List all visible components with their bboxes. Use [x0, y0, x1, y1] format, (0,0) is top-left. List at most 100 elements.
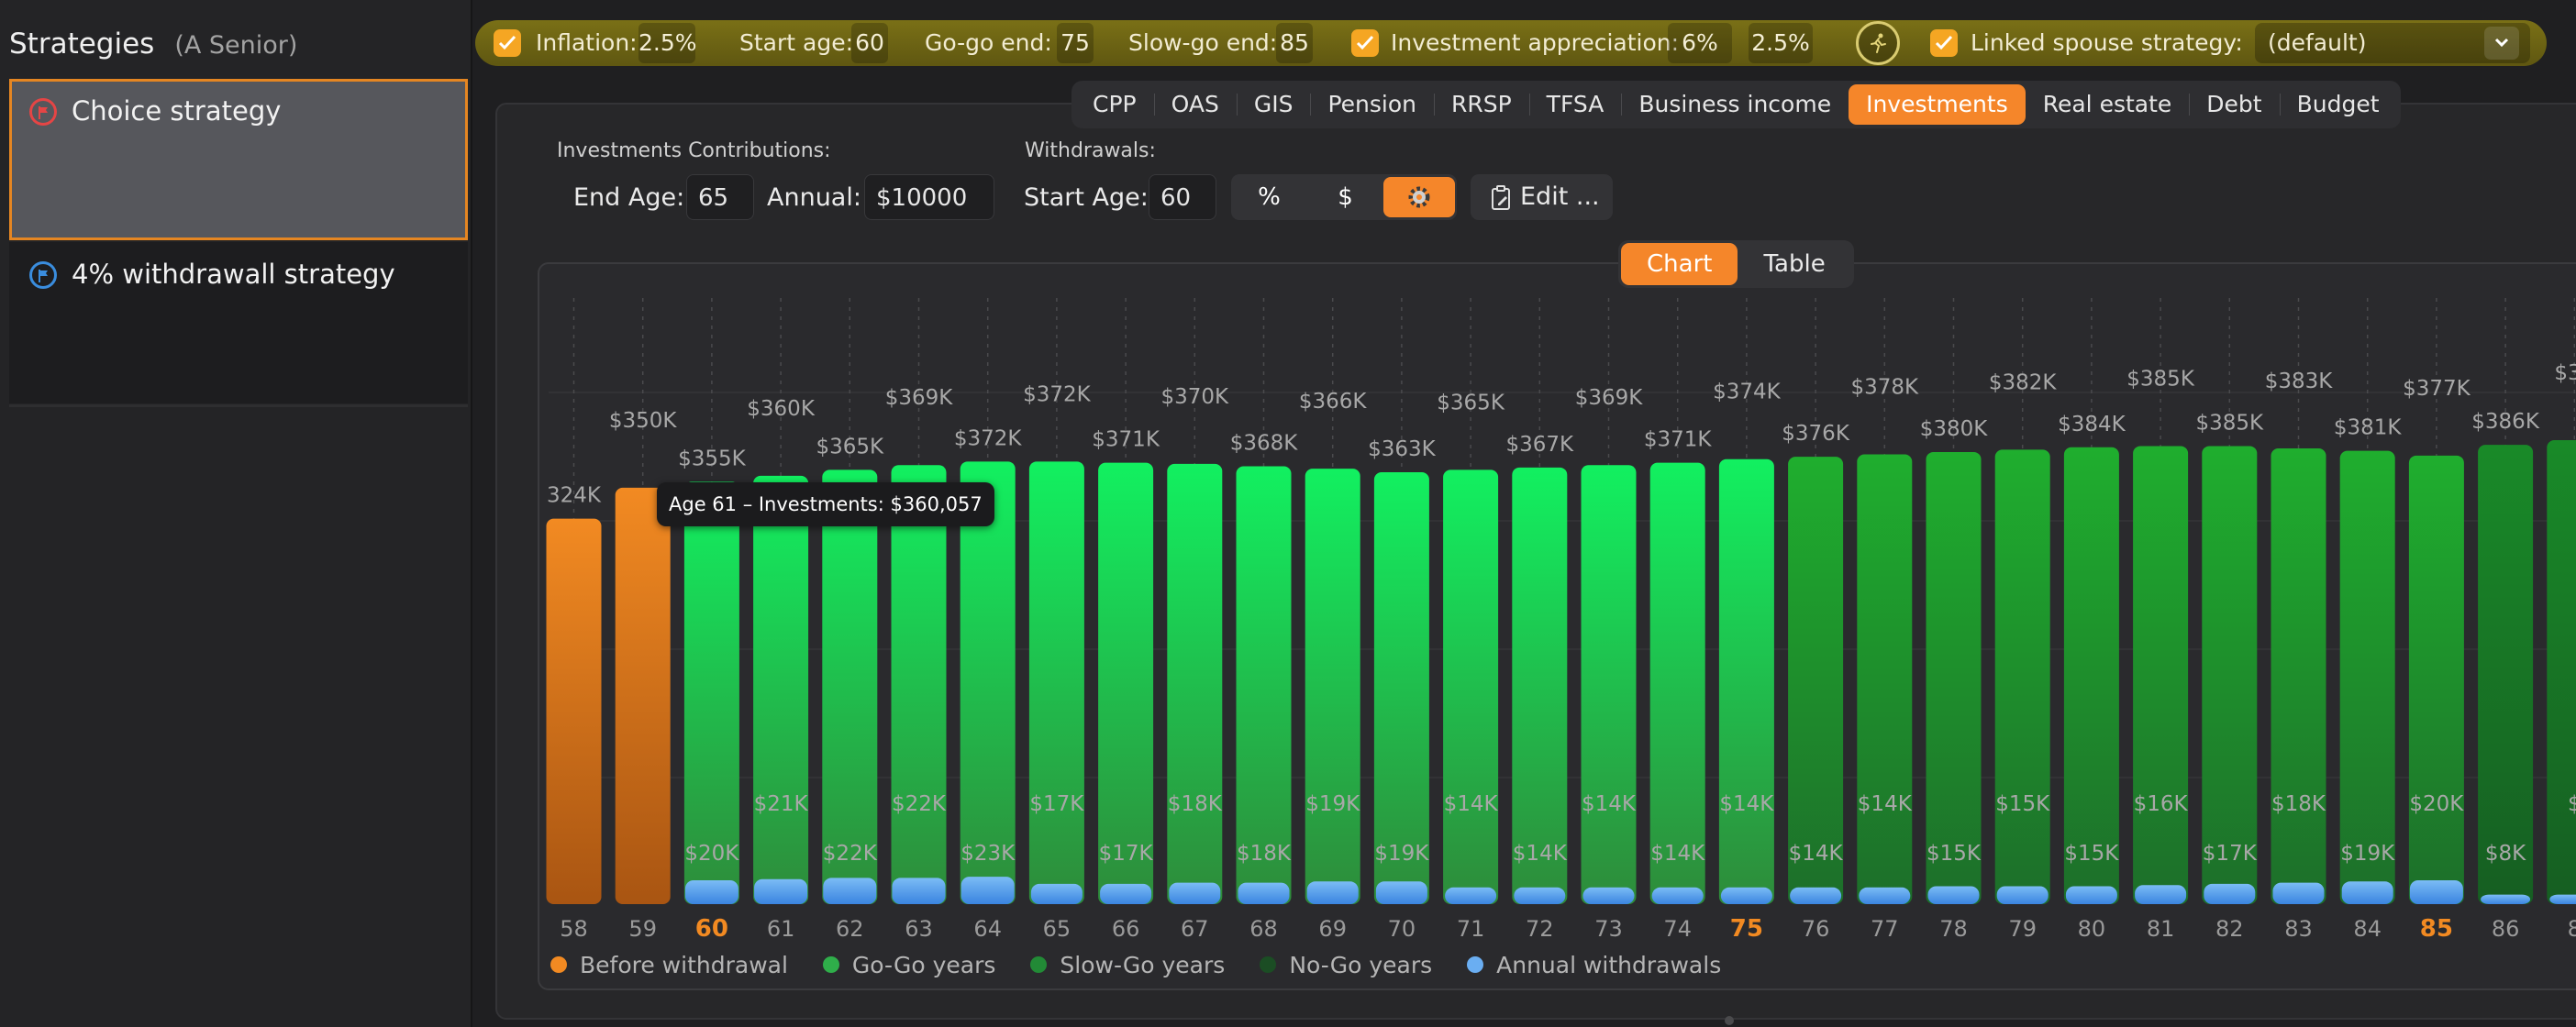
withdrawal-bar[interactable] [823, 878, 877, 904]
investment-bar[interactable] [2547, 439, 2576, 904]
investment-bar[interactable] [1305, 469, 1360, 904]
withdrawal-bar[interactable] [960, 877, 1015, 904]
withdrawal-bar[interactable] [2341, 881, 2393, 904]
legend-item[interactable]: No-Go years [1260, 952, 1432, 978]
appreciation-inflation-value[interactable]: 2.5% [1749, 23, 1813, 63]
withdrawal-bar[interactable] [1238, 882, 1290, 904]
investment-bar[interactable] [2408, 455, 2464, 904]
investment-bar[interactable] [1581, 465, 1637, 904]
withdrawal-start-age-input[interactable]: 60 [1149, 174, 1216, 220]
withdrawal-bar[interactable] [2481, 894, 2531, 904]
withdrawal-bar[interactable] [1100, 883, 1152, 904]
investment-bar[interactable] [960, 461, 1016, 904]
withdrawal-bar[interactable] [1859, 887, 1911, 904]
investment-bar[interactable] [1994, 449, 2050, 904]
withdrawal-bar[interactable] [1790, 887, 1842, 904]
investment-bar[interactable] [1718, 458, 1774, 904]
investment-bar[interactable] [1236, 466, 1292, 904]
investment-value-label: $383K [2265, 370, 2334, 393]
tab-budget[interactable]: Budget [2279, 84, 2397, 125]
investment-bar[interactable] [546, 518, 602, 904]
investment-bar[interactable] [1512, 467, 1568, 904]
investment-bar[interactable] [2202, 446, 2258, 904]
investment-bar[interactable] [1167, 463, 1223, 904]
investment-bar[interactable] [2271, 448, 2326, 904]
percent-mode-button[interactable]: % [1258, 183, 1281, 211]
withdrawal-bar[interactable] [2272, 882, 2325, 904]
tab-gis[interactable]: GIS [1236, 84, 1311, 125]
tab-real-estate[interactable]: Real estate [2042, 91, 2172, 117]
tab-debt[interactable]: Debt [2189, 84, 2279, 125]
start-age-value[interactable]: 60 [851, 23, 888, 63]
auto-mode-button[interactable] [1383, 177, 1455, 217]
investment-bar[interactable] [2063, 447, 2119, 904]
investment-bar[interactable] [1926, 451, 1982, 904]
end-age-input[interactable]: 65 [686, 174, 754, 220]
withdrawal-bar[interactable] [1514, 887, 1566, 904]
legend-item[interactable]: Slow-Go years [1030, 952, 1225, 978]
runner-icon[interactable] [1856, 21, 1900, 65]
investment-bar[interactable] [753, 475, 809, 904]
investment-bar[interactable] [891, 465, 947, 904]
legend-item[interactable]: Go-Go years [822, 952, 995, 978]
withdrawal-bar[interactable] [1651, 887, 1704, 904]
investment-bar[interactable] [1649, 462, 1705, 904]
tab-tfsa[interactable]: TFSA [1528, 84, 1622, 125]
investment-bar[interactable] [1857, 454, 1913, 904]
linked-spouse-select[interactable]: (default) [2255, 23, 2530, 63]
strategy-item-choice[interactable]: Choice strategy [9, 79, 468, 240]
appreciation-checkbox[interactable] [1351, 29, 1379, 57]
withdrawal-bar[interactable] [754, 878, 808, 904]
investment-bar[interactable] [1788, 457, 1844, 904]
withdrawal-bar[interactable] [684, 880, 738, 904]
inflation-checkbox[interactable] [494, 29, 521, 57]
scroll-indicator[interactable] [1725, 1016, 1734, 1025]
investment-bar[interactable] [615, 487, 671, 904]
withdrawal-bar[interactable] [2065, 886, 2117, 905]
investment-bar[interactable] [1098, 462, 1154, 904]
appreciation-rate-value[interactable]: 6% [1668, 23, 1732, 63]
withdrawal-bar[interactable] [1996, 886, 2049, 905]
table-view-button[interactable]: Table [1763, 250, 1826, 278]
gear-icon [1408, 186, 1430, 208]
withdrawal-bar[interactable] [2409, 880, 2463, 904]
investment-bar[interactable] [2133, 446, 2189, 904]
withdrawal-bar[interactable] [1720, 887, 1772, 904]
tab-oas[interactable]: OAS [1153, 84, 1237, 125]
inflation-value[interactable]: 2.5% [638, 23, 697, 63]
withdrawal-bar[interactable] [1375, 881, 1427, 904]
withdrawal-bar[interactable] [1927, 886, 1980, 905]
investment-bar[interactable] [2478, 445, 2534, 904]
tab-investments[interactable]: Investments [1849, 84, 2026, 125]
chart-view-button[interactable]: Chart [1621, 243, 1738, 285]
slowgo-end-value[interactable]: 85 [1276, 23, 1313, 63]
strategy-item-4pct[interactable]: 4% withdrawall strategy [9, 242, 468, 403]
legend-item[interactable]: Annual withdrawals [1467, 952, 1721, 978]
tab-business-income[interactable]: Business income [1621, 84, 1849, 125]
withdrawal-bar[interactable] [1582, 887, 1635, 904]
investment-bar[interactable] [1028, 461, 1084, 904]
tab-rrsp[interactable]: RRSP [1433, 84, 1529, 125]
withdrawal-bar[interactable] [892, 878, 946, 904]
dollar-mode-button[interactable]: $ [1338, 183, 1353, 211]
withdrawal-bar[interactable] [1169, 882, 1221, 904]
withdrawal-bar[interactable] [1030, 883, 1083, 904]
investment-bar[interactable] [2339, 450, 2395, 904]
investment-bar[interactable] [822, 469, 878, 904]
withdrawal-bar[interactable] [2549, 894, 2576, 904]
investment-bar[interactable] [1373, 472, 1429, 904]
withdrawal-bar[interactable] [2204, 883, 2256, 904]
withdrawal-bar[interactable] [2135, 885, 2187, 904]
legend-item[interactable]: Before withdrawal [550, 952, 788, 978]
linked-spouse-checkbox[interactable] [1930, 29, 1958, 57]
annual-input[interactable]: $10000 [864, 174, 994, 220]
withdrawal-bar[interactable] [1306, 881, 1359, 904]
gogo-end-value[interactable]: 75 [1057, 23, 1094, 63]
edit-withdrawals-button[interactable]: Edit ... [1471, 174, 1613, 220]
investment-value-label: $363K [1368, 437, 1437, 461]
tab-pension[interactable]: Pension [1310, 84, 1434, 125]
withdrawal-bar[interactable] [1445, 887, 1497, 904]
investment-bar[interactable] [683, 481, 739, 904]
investment-bar[interactable] [1443, 469, 1499, 904]
tab-cpp[interactable]: CPP [1093, 91, 1137, 117]
